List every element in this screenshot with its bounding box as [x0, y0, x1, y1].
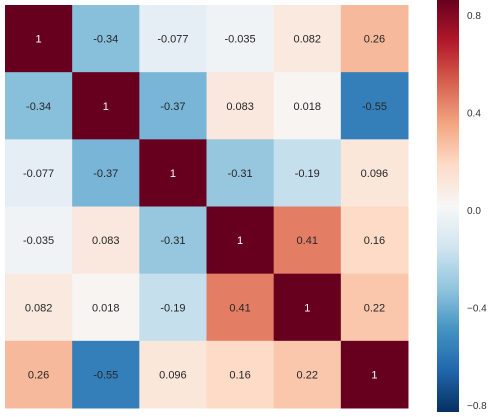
- heatmap-cell-r3-c3: [206, 206, 275, 275]
- cell-label-r3-c0: -0.035: [23, 235, 54, 247]
- colorbar-tick-label: −0.4: [467, 304, 487, 315]
- cell-label-r2-c5: 0.096: [361, 168, 389, 180]
- cell-label-r5-c0: 0.26: [28, 369, 49, 381]
- colorbar-tick-label: 0.8: [467, 11, 481, 22]
- heatmap-cell-r1-c2: [139, 72, 207, 140]
- cell-label-r0-c4: 0.082: [293, 34, 321, 46]
- heatmap-cell-r4-c3: [206, 273, 275, 342]
- cell-label-r1-c3: 0.083: [226, 101, 254, 113]
- colorbar-tick-label: 0.0: [467, 206, 481, 217]
- heatmap-cell-r5-c5: [340, 340, 409, 409]
- cell-label-r1-c4: 0.018: [293, 101, 321, 113]
- cell-label-r2-c3: -0.31: [228, 168, 253, 180]
- colorbar: 0.8 0.4 0.0 −0.4 −0.8: [437, 0, 487, 412]
- cell-label-r2-c0: -0.077: [23, 168, 54, 180]
- heatmap-cell-r4-c4: [273, 273, 342, 342]
- heatmap-cell-r0-c3: [206, 5, 275, 73]
- cell-label-r3-c1: 0.083: [92, 235, 120, 247]
- heatmap-cell-r4-c1: [72, 273, 140, 342]
- cell-label-r4-c5: 0.22: [364, 302, 385, 314]
- cell-label-r1-c2: -0.37: [160, 101, 185, 113]
- colorbar-tick-label: 0.4: [467, 109, 481, 120]
- heatmap-cell-r0-c4: [273, 5, 342, 73]
- heatmap-cell-r1-c3: [206, 72, 275, 140]
- cell-label-r4-c3: 0.41: [229, 302, 250, 314]
- cell-label-r3-c3: 1: [237, 235, 243, 247]
- cell-label-r3-c5: 0.16: [364, 235, 385, 247]
- heatmap-cell-r5-c1: [72, 340, 140, 409]
- heatmap-cell-r0-c2: [139, 5, 207, 73]
- cell-label-r1-c5: -0.55: [362, 101, 387, 113]
- cell-label-r0-c2: -0.077: [157, 34, 188, 46]
- heatmap-cell-r0-c0: [5, 5, 73, 73]
- heatmap-cell-r0-c5: [340, 5, 409, 73]
- cell-label-r2-c4: -0.19: [295, 168, 320, 180]
- heatmap-cell-r4-c0: [5, 273, 73, 342]
- heatmap-cell-r2-c5: [340, 139, 409, 207]
- heatmap-cell-r0-c1: [72, 5, 140, 73]
- heatmap-cell-r3-c2: [139, 206, 207, 275]
- cell-label-r4-c0: 0.082: [25, 302, 53, 314]
- heatmap-cell-r1-c0: [5, 72, 73, 140]
- heatmap-cell-r3-c1: [72, 206, 140, 275]
- heatmap-cell-r5-c4: [273, 340, 342, 409]
- heatmap-grid: 1 -0.34 -0.077 -0.035 0.082 0.26 -0.34 1 -0.37 0.…: [5, 5, 409, 409]
- heatmap-cell-r3-c5: [340, 206, 409, 275]
- cell-label-r2-c2: 1: [170, 168, 176, 180]
- cell-label-r0-c5: 0.26: [364, 34, 385, 46]
- cell-label-r3-c2: -0.31: [160, 235, 185, 247]
- cell-label-r4-c4: 1: [304, 302, 310, 314]
- heatmap-cell-r4-c2: [139, 273, 207, 342]
- cell-label-r4-c1: 0.018: [92, 302, 120, 314]
- heatmap-cell-r5-c0: [5, 340, 73, 409]
- heatmap-cell-r5-c3: [206, 340, 275, 409]
- cell-label-r4-c2: -0.19: [160, 302, 185, 314]
- colorbar-tick-label: −0.8: [467, 401, 487, 412]
- cell-label-r3-c4: 0.41: [297, 235, 318, 247]
- heatmap-cell-r1-c1: [72, 72, 140, 140]
- cell-label-r5-c3: 0.16: [229, 369, 250, 381]
- cell-label-r2-c1: -0.37: [93, 168, 118, 180]
- heatmap-cell-r4-c5: [340, 273, 409, 342]
- cell-label-r5-c1: -0.55: [93, 369, 118, 381]
- cell-label-r0-c1: -0.34: [93, 34, 118, 46]
- cell-label-r1-c0: -0.34: [26, 101, 51, 113]
- heatmap-cell-r1-c4: [273, 72, 342, 140]
- cell-label-r1-c1: 1: [103, 101, 109, 113]
- heatmap-cell-r3-c4: [273, 206, 342, 275]
- cell-label-r0-c3: -0.035: [224, 34, 255, 46]
- heatmap-cell-r2-c3: [206, 139, 275, 207]
- heatmap-cell-r2-c2: [139, 139, 207, 207]
- heatmap-cell-r2-c4: [273, 139, 342, 207]
- heatmap-cell-r5-c2: [139, 340, 207, 409]
- heatmap-cell-r2-c1: [72, 139, 140, 207]
- colorbar-gradient: [437, 0, 459, 412]
- heatmap-cell-r1-c5: [340, 72, 409, 140]
- cell-label-r5-c4: 0.22: [297, 369, 318, 381]
- cell-label-r5-c5: 1: [371, 369, 377, 381]
- cell-label-r0-c0: 1: [36, 34, 42, 46]
- heatmap-cell-r2-c0: [5, 139, 73, 207]
- cell-label-r5-c2: 0.096: [159, 369, 187, 381]
- heatmap-cell-r3-c0: [5, 206, 73, 275]
